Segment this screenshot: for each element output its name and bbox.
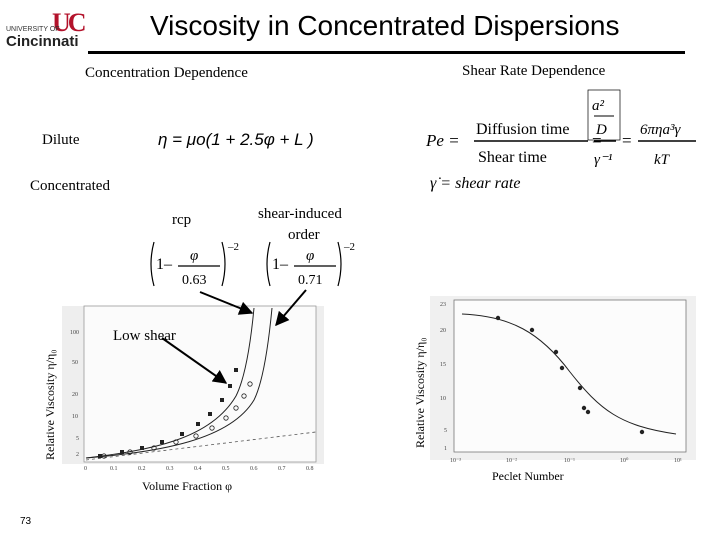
dilute-label: Dilute [42, 132, 80, 148]
rcp-formula: 1– φ 0.63 –2 [150, 241, 239, 288]
logo-cincinnati-text: Cincinnati [6, 33, 79, 50]
svg-text:0.8: 0.8 [306, 466, 314, 472]
svg-text:=: = [622, 131, 632, 150]
uc-logo-mark: UC [52, 8, 87, 37]
rhs-denominator: kT [654, 152, 671, 168]
svg-text:1–: 1– [272, 256, 289, 273]
svg-text:0.5: 0.5 [222, 466, 230, 472]
shear-time-text: Shear time [478, 149, 547, 166]
order-value: 0.71 [298, 273, 323, 288]
svg-text:0.2: 0.2 [138, 466, 146, 472]
svg-text:φ: φ [306, 248, 314, 264]
svg-text:50: 50 [72, 360, 78, 366]
rcp-label: rcp [172, 212, 192, 228]
volume-fraction-plot: 100 50 20 10 5 2 0 0.1 0.2 0.3 0.4 0.5 0.6 0.7 0.8… [43, 305, 324, 493]
svg-text:φ: φ [190, 248, 198, 264]
rcp-data-points [98, 368, 238, 458]
rhs-numerator: 6πηa³γ [640, 122, 681, 138]
svg-text:20: 20 [440, 328, 446, 334]
svg-text:0.4: 0.4 [194, 466, 202, 472]
svg-text:2: 2 [76, 452, 79, 458]
dilute-formula: η = μo(1 + 2.5φ + L ) [158, 130, 314, 149]
slide-title: Viscosity in Concentrated Dispersions [150, 10, 620, 41]
svg-text:15: 15 [440, 362, 446, 368]
order-formula: 1– φ 0.71 –2 [266, 241, 355, 288]
peclet-formula: Pe = Diffusion time Shear time = a² D γ⁻… [425, 89, 696, 192]
shear-rate-dependence-heading: Shear Rate Dependence [462, 63, 606, 79]
svg-text:0.1: 0.1 [110, 466, 118, 472]
left-plot-xlabel: Volume Fraction φ [142, 479, 232, 493]
gamma-inverse: γ⁻¹ [594, 152, 613, 168]
svg-text:1–: 1– [156, 256, 173, 273]
svg-text:0.7: 0.7 [278, 466, 286, 472]
svg-text:10¹: 10¹ [674, 458, 682, 464]
svg-text:10⁻²: 10⁻² [506, 458, 517, 464]
svg-text:5: 5 [76, 436, 79, 442]
right-plot-xlabel: Peclet Number [492, 469, 564, 483]
title-divider [88, 51, 685, 54]
page-number: 73 [20, 516, 32, 527]
rcp-value: 0.63 [182, 273, 207, 288]
svg-text:0: 0 [84, 466, 87, 472]
svg-text:10⁻³: 10⁻³ [450, 458, 461, 464]
svg-text:10: 10 [440, 396, 446, 402]
svg-text:10⁻¹: 10⁻¹ [564, 458, 575, 464]
low-shear-label: Low shear [113, 328, 176, 344]
svg-text:23: 23 [440, 302, 446, 308]
university-logo: UC UNIVERSITY OF Cincinnati [6, 8, 87, 50]
peclet-data-points [495, 315, 645, 435]
svg-text:1: 1 [444, 446, 447, 452]
svg-text:D: D [595, 122, 607, 138]
svg-text:0.6: 0.6 [250, 466, 258, 472]
svg-text:–2: –2 [227, 241, 239, 253]
order-data-points [101, 381, 253, 459]
shear-rate-definition: γ̇ = shear rate [430, 175, 520, 192]
svg-text:100: 100 [70, 330, 79, 336]
concentration-dependence-heading: Concentration Dependence [85, 65, 248, 81]
peclet-plot: 23 20 15 10 5 1 10⁻³ 10⁻² 10⁻¹ 10⁰ 10¹ Relativ… [413, 296, 696, 483]
svg-text:20: 20 [72, 392, 78, 398]
order-label: order [288, 227, 320, 243]
left-plot-ylabel: Relative Viscosity η/η₀ [43, 350, 57, 460]
right-plot-ylabel: Relative Viscosity η/η₀ [413, 338, 427, 448]
svg-text:0.3: 0.3 [166, 466, 174, 472]
svg-text:10⁰: 10⁰ [620, 457, 629, 464]
peclet-lhs: Pe = [425, 131, 460, 150]
concentrated-label: Concentrated [30, 178, 110, 194]
svg-text:–2: –2 [343, 241, 355, 253]
svg-text:a²: a² [592, 98, 605, 114]
svg-text:5: 5 [444, 428, 447, 434]
diffusion-time-text: Diffusion time [476, 121, 569, 138]
svg-text:10: 10 [72, 414, 78, 420]
shear-induced-label: shear-induced [258, 206, 342, 222]
logo-university-text: UNIVERSITY OF [6, 26, 60, 33]
